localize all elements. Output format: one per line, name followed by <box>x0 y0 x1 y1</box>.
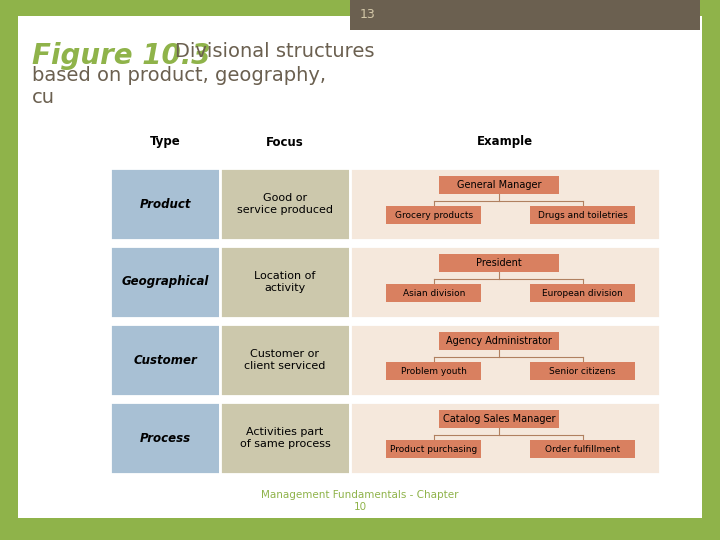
Text: Catalog Sales Manager: Catalog Sales Manager <box>443 414 555 424</box>
Bar <box>110 246 220 318</box>
Bar <box>386 284 481 302</box>
Bar <box>530 362 635 380</box>
Text: Order fulfillment: Order fulfillment <box>545 444 620 454</box>
Bar <box>530 206 635 224</box>
Bar <box>386 440 481 458</box>
Bar <box>110 324 220 396</box>
Text: Product: Product <box>139 198 191 211</box>
Bar <box>110 168 220 240</box>
Bar <box>438 254 559 272</box>
Bar <box>350 402 660 474</box>
Bar <box>220 168 350 240</box>
Bar <box>350 0 700 30</box>
Text: Grocery products: Grocery products <box>395 211 473 219</box>
Bar <box>530 440 635 458</box>
Text: Geographical: Geographical <box>121 275 209 288</box>
Bar <box>438 176 559 194</box>
Bar <box>438 410 559 428</box>
Bar <box>350 324 660 396</box>
Bar <box>220 246 350 318</box>
Text: Customer or
client serviced: Customer or client serviced <box>244 349 325 371</box>
Text: Activities part
of same process: Activities part of same process <box>240 427 330 449</box>
Text: President: President <box>476 258 522 268</box>
Bar <box>530 284 635 302</box>
Text: Process: Process <box>140 431 191 444</box>
Text: 13: 13 <box>360 9 376 22</box>
Text: Focus: Focus <box>266 136 304 148</box>
Text: Type: Type <box>150 136 181 148</box>
Text: Example: Example <box>477 136 533 148</box>
Bar <box>386 206 481 224</box>
Bar <box>110 402 220 474</box>
Text: Asian division: Asian division <box>402 288 465 298</box>
Text: Figure 10.3: Figure 10.3 <box>32 42 220 70</box>
Bar <box>386 362 481 380</box>
Text: Product purchasing: Product purchasing <box>390 444 477 454</box>
Text: Location of
activity: Location of activity <box>254 271 315 293</box>
Text: Senior citizens: Senior citizens <box>549 367 616 375</box>
Bar <box>220 402 350 474</box>
Bar <box>220 324 350 396</box>
Text: Management Fundamentals - Chapter
10: Management Fundamentals - Chapter 10 <box>261 490 459 512</box>
Text: based on product, geography,: based on product, geography, <box>32 66 326 85</box>
Text: Divisional structures: Divisional structures <box>175 42 374 61</box>
Bar <box>350 246 660 318</box>
Text: Agency Administrator: Agency Administrator <box>446 336 552 346</box>
Text: Good or
service produced: Good or service produced <box>237 193 333 215</box>
Bar <box>350 168 660 240</box>
Bar <box>438 332 559 350</box>
Text: Problem youth: Problem youth <box>401 367 467 375</box>
Text: European division: European division <box>542 288 623 298</box>
Text: General Manager: General Manager <box>456 180 541 190</box>
Text: Drugs and toiletries: Drugs and toiletries <box>538 211 627 219</box>
Text: cu: cu <box>32 88 55 107</box>
Text: Customer: Customer <box>133 354 197 367</box>
